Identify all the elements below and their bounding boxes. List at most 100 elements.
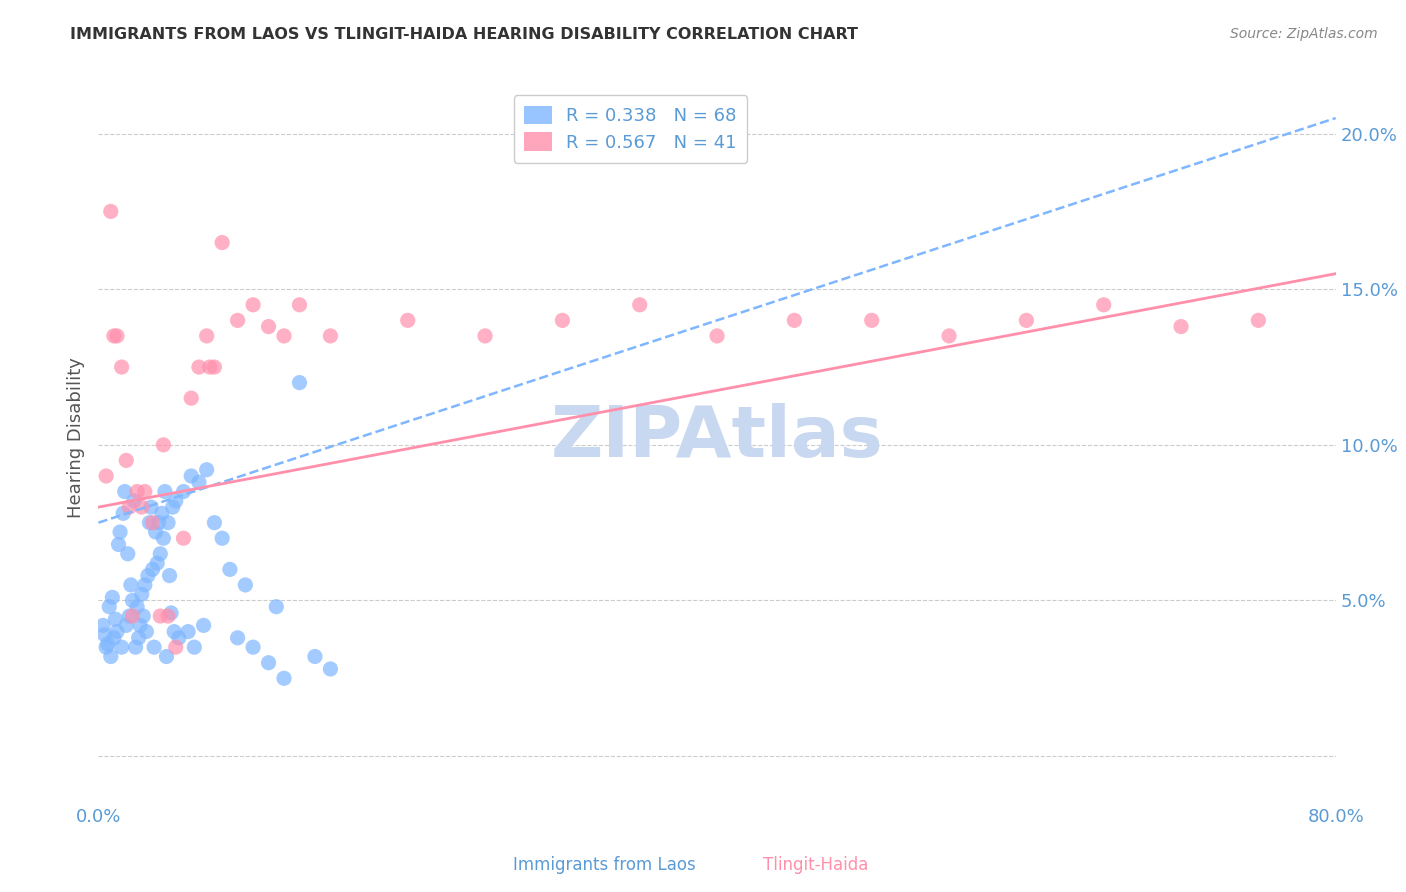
- Point: [264, 599, 288, 614]
- Point: [162, 500, 184, 515]
- Point: [160, 606, 183, 620]
- Point: [112, 506, 135, 520]
- Point: [165, 640, 187, 655]
- Point: [195, 463, 218, 477]
- Text: Tlingit-Haida: Tlingit-Haida: [763, 856, 868, 874]
- Text: Immigrants from Laos: Immigrants from Laos: [513, 856, 696, 874]
- Point: [120, 578, 142, 592]
- Point: [97, 637, 120, 651]
- Point: [188, 359, 211, 374]
- Point: [183, 640, 205, 655]
- Point: [273, 329, 295, 343]
- Point: [131, 587, 153, 601]
- Point: [783, 313, 806, 327]
- Point: [149, 547, 172, 561]
- Point: [198, 359, 221, 374]
- Point: [96, 640, 118, 655]
- Point: [188, 475, 211, 490]
- Point: [157, 516, 180, 530]
- Point: [938, 329, 960, 343]
- Point: [195, 329, 218, 343]
- Point: [551, 313, 574, 327]
- Point: [211, 235, 233, 250]
- Point: [1015, 313, 1038, 327]
- Point: [152, 531, 174, 545]
- Point: [474, 329, 496, 343]
- Y-axis label: Hearing Disability: Hearing Disability: [66, 357, 84, 517]
- Point: [91, 618, 114, 632]
- Point: [118, 500, 141, 515]
- Point: [319, 662, 342, 676]
- Point: [111, 359, 132, 374]
- Point: [396, 313, 419, 327]
- Point: [157, 609, 180, 624]
- Text: Source: ZipAtlas.com: Source: ZipAtlas.com: [1230, 27, 1378, 41]
- Point: [172, 531, 194, 545]
- Point: [146, 556, 169, 570]
- Point: [143, 640, 166, 655]
- Point: [211, 531, 233, 545]
- Point: [149, 609, 172, 624]
- Point: [159, 568, 181, 582]
- Point: [288, 298, 311, 312]
- Point: [1247, 313, 1270, 327]
- Point: [204, 516, 226, 530]
- Point: [141, 516, 165, 530]
- Point: [128, 631, 150, 645]
- Point: [135, 624, 157, 639]
- Point: [127, 484, 149, 499]
- Point: [180, 469, 202, 483]
- Point: [155, 649, 177, 664]
- Point: [628, 298, 651, 312]
- Point: [219, 562, 242, 576]
- Point: [242, 640, 264, 655]
- Point: [304, 649, 326, 664]
- Point: [172, 484, 194, 499]
- Point: [163, 624, 186, 639]
- Point: [242, 298, 264, 312]
- Text: IMMIGRANTS FROM LAOS VS TLINGIT-HAIDA HEARING DISABILITY CORRELATION CHART: IMMIGRANTS FROM LAOS VS TLINGIT-HAIDA HE…: [70, 27, 858, 42]
- Point: [167, 631, 190, 645]
- Point: [860, 313, 883, 327]
- Point: [134, 484, 156, 499]
- Point: [98, 599, 121, 614]
- Point: [100, 204, 122, 219]
- Point: [122, 494, 145, 508]
- Point: [177, 624, 200, 639]
- Point: [150, 506, 173, 520]
- Point: [226, 313, 249, 327]
- Point: [138, 516, 160, 530]
- Point: [235, 578, 257, 592]
- Point: [129, 618, 152, 632]
- Point: [124, 640, 146, 655]
- Point: [136, 568, 159, 582]
- Point: [93, 628, 115, 642]
- Legend: R = 0.338   N = 68, R = 0.567   N = 41: R = 0.338 N = 68, R = 0.567 N = 41: [513, 95, 748, 162]
- Point: [100, 649, 122, 664]
- Point: [139, 500, 162, 515]
- Point: [121, 593, 143, 607]
- Point: [114, 484, 136, 499]
- Point: [108, 524, 131, 539]
- Point: [288, 376, 311, 390]
- Point: [145, 524, 167, 539]
- Point: [257, 319, 280, 334]
- Point: [706, 329, 728, 343]
- Point: [132, 609, 155, 624]
- Point: [141, 562, 165, 576]
- Point: [96, 469, 118, 483]
- Point: [121, 609, 143, 624]
- Point: [105, 329, 128, 343]
- Point: [107, 537, 129, 551]
- Point: [193, 618, 215, 632]
- Point: [104, 612, 127, 626]
- Point: [226, 631, 249, 645]
- Point: [204, 359, 226, 374]
- Point: [134, 578, 156, 592]
- Point: [148, 516, 170, 530]
- Point: [115, 618, 138, 632]
- Point: [131, 500, 153, 515]
- Point: [111, 640, 132, 655]
- Point: [105, 624, 128, 639]
- Point: [152, 438, 174, 452]
